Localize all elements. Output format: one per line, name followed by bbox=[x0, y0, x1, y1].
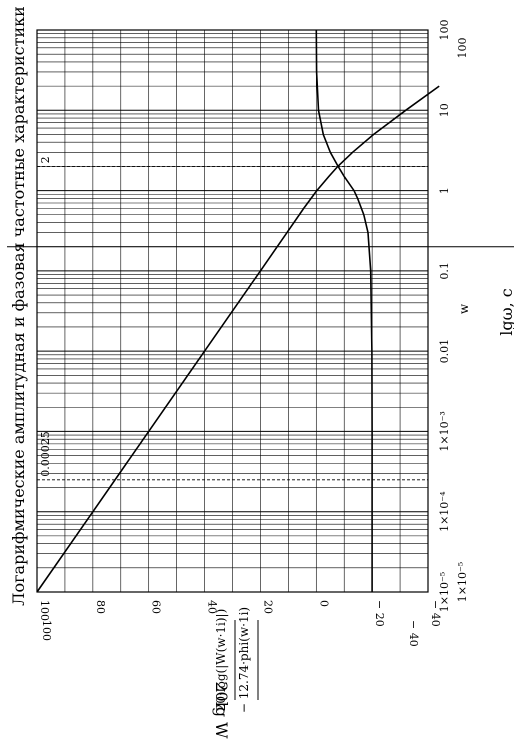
y-tick-label: 0 bbox=[317, 600, 330, 607]
x-tick-label: 1×10⁻⁴ bbox=[438, 491, 451, 532]
x-tick-label: 0.01 bbox=[438, 339, 451, 364]
x-tick-label: 1×10⁻³ bbox=[438, 411, 451, 451]
x-range-max-label: 100 bbox=[456, 38, 469, 59]
chart-title: Логарифмические амплитудная и фазовая ча… bbox=[9, 6, 28, 606]
x-tick-label: 0.1 bbox=[438, 262, 451, 280]
y-range-min-label: − 40 bbox=[407, 620, 420, 647]
y-tick-label: 100 bbox=[38, 600, 51, 621]
series bbox=[36, 29, 440, 593]
x-axis-label-lg: lgω, c bbox=[497, 288, 514, 336]
x-tick-label: 1×10⁻⁵ bbox=[438, 572, 451, 612]
markers: 0.00025 2 bbox=[37, 156, 428, 481]
y-tick-label: 20 bbox=[261, 600, 274, 614]
y-axis-label: 20lg W bbox=[212, 681, 231, 739]
y-expression-2: − 12.74·phi(w·1i) bbox=[237, 607, 251, 713]
marker-label-1: 2 bbox=[39, 156, 52, 163]
x-tick-label: 10 bbox=[438, 103, 451, 117]
text-layer: Логарифмические амплитудная и фазовая ча… bbox=[9, 6, 514, 739]
y-tick-label: 60 bbox=[150, 600, 163, 614]
x-range-min-label: 1×10⁻⁵ bbox=[456, 562, 469, 602]
y-tick-label: − 40 bbox=[429, 600, 442, 627]
x-axis-label: w bbox=[457, 303, 471, 314]
series-amplitude bbox=[36, 85, 440, 593]
y-tick-label: − 20 bbox=[373, 600, 386, 627]
x-tick-label: 1 bbox=[438, 187, 451, 194]
y-expression-1: 20·log(|W(w·1i)|) bbox=[214, 609, 228, 712]
marker-label-0: 0.00025 bbox=[39, 431, 52, 477]
y-tick-label: 80 bbox=[94, 600, 107, 614]
x-tick-label: 100 bbox=[438, 20, 451, 41]
y-range-max-label: 100 bbox=[40, 620, 53, 641]
y-tick-label: 40 bbox=[206, 600, 219, 614]
grid bbox=[7, 29, 514, 593]
series-phase bbox=[315, 29, 373, 592]
